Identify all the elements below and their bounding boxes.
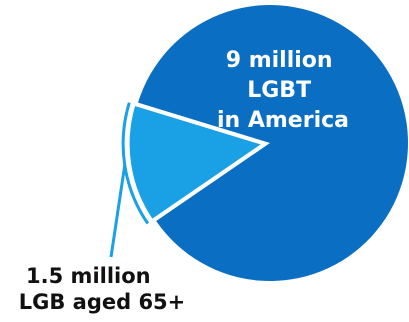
- pie-slice-outline-arc: [121, 102, 150, 225]
- sub-slice-label: 1.5 million LGB aged 65+: [19, 264, 186, 314]
- sub-label-line-2: LGB aged 65+: [19, 290, 186, 314]
- main-label-line-3: in America: [217, 108, 349, 133]
- main-slice-label: 9 million LGBT in America: [217, 48, 349, 133]
- main-label-line-1: 9 million: [226, 48, 333, 73]
- leader-line: [109, 165, 127, 258]
- pie-slice-lgbt-total: [138, 4, 408, 281]
- main-label-line-2: LGBT: [247, 78, 311, 103]
- sub-label-line-1: 1.5 million: [26, 264, 151, 288]
- pie-slice-lgb-65-plus: [126, 102, 266, 223]
